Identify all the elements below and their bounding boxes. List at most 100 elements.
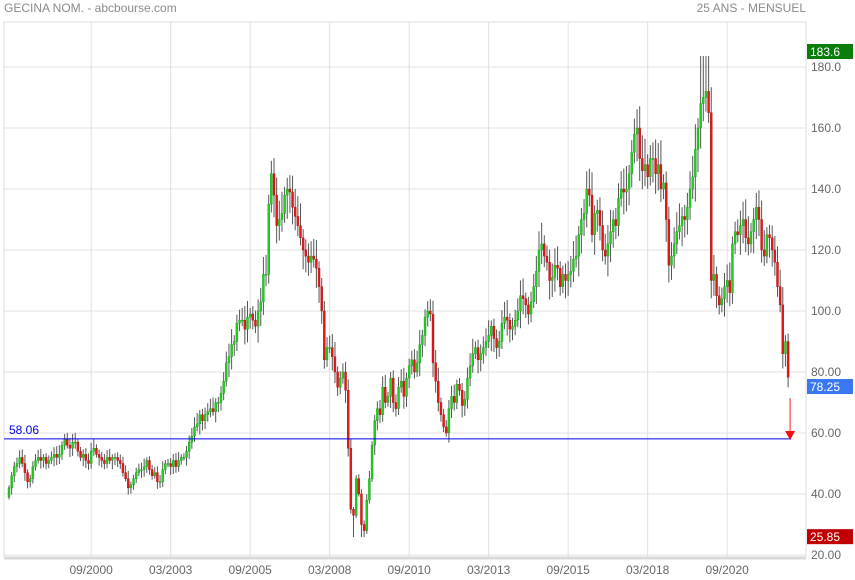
candle-up [691,176,694,190]
candle-up [10,475,13,489]
candle-down [26,472,29,482]
candle-up [13,466,16,476]
candle-up [325,347,329,361]
candle-down [707,91,710,113]
candle-down [548,262,551,281]
candle-down [431,313,435,364]
candle-down [251,313,255,321]
candle-down [307,255,310,263]
candle-up [418,344,421,364]
x-tick-label: 03/2018 [626,563,670,577]
candle-up [577,234,580,257]
candle-up [421,335,424,345]
candle-down [349,448,353,510]
x-tick-label: 09/2010 [387,563,431,577]
candle-up [92,448,96,452]
candle-up [185,451,188,458]
candle-down [683,216,686,220]
candle-down [744,219,747,238]
candle-up [63,438,66,446]
candle-up [733,231,737,245]
candle-down [442,414,445,428]
candle-down [119,460,122,464]
candle-up [712,274,716,281]
candle-down [23,463,27,473]
candle-up [606,243,610,257]
candle-down [667,219,671,266]
candle-up [381,387,384,415]
candle-up [264,274,268,276]
candle-up [386,396,390,403]
candle-down [495,338,498,348]
candle-up [580,219,583,235]
candle-up [31,466,35,479]
candle-down [357,478,360,495]
candle-down [254,319,257,327]
candle-up [551,277,554,281]
candle-up [500,323,504,342]
candle-up [129,484,133,489]
candle-up [397,387,400,409]
candle-up [270,173,273,205]
candle-down [757,207,761,220]
candle-up [741,219,745,226]
candle-up [582,213,586,220]
candle-up [137,469,141,473]
candle-down [413,359,416,373]
candle-down [715,274,718,296]
candle-up [784,341,787,354]
overlay: 58.06 183.6 78.25 25.85 [4,44,853,545]
candle-up [455,384,459,403]
candle-up [34,460,37,467]
candle-down [445,426,448,434]
candle-up [225,362,228,382]
candle-down [508,319,512,330]
candle-up [643,164,647,171]
candle-up [50,457,53,461]
candle-up [309,255,313,263]
candle-down [437,380,440,403]
candle-up [670,255,673,266]
candle-down [392,377,395,403]
candle-down [506,316,509,321]
candle-up [280,213,284,220]
price-badge-max-label: 183.6 [810,45,840,59]
candle-up [680,216,684,226]
candle-up [58,454,61,458]
candle-up [471,353,474,367]
candle-up [193,426,196,437]
candle-up [256,310,260,327]
candle-down [174,460,178,467]
candle-up [566,274,570,281]
candle-up [487,335,490,342]
chart-period: 25 ANS - MENSUEL [696,1,806,15]
candle-up [702,97,705,104]
candle-up [633,133,636,153]
candle-down [601,225,604,251]
candle-down [296,216,300,226]
candle-down [320,286,323,312]
candle-up [749,231,753,245]
candle-up [262,274,265,303]
candle-down [429,310,432,315]
candle-down [272,173,276,196]
candle-down [211,408,215,412]
candle-up [479,353,482,361]
candle-up [140,469,143,471]
candle-up [158,481,162,483]
candle-up [248,313,252,318]
candle-up [180,457,183,461]
candle-up [513,319,517,327]
candle-up [111,457,114,461]
chart-title: GECINA NOM. - abcbourse.com [4,1,177,15]
x-tick-label: 03/2003 [149,563,193,577]
candle-down [79,451,82,458]
price-badge-min-label: 25.85 [810,530,840,544]
plot-area [3,21,807,558]
candle-down [786,341,790,378]
candle-up [612,219,615,232]
candle-down [747,237,750,245]
candle-up [246,316,249,330]
candle-down [76,441,80,452]
